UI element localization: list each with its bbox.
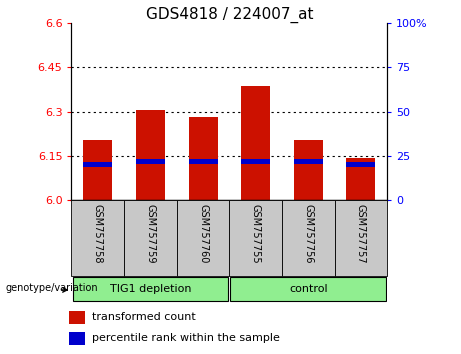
Bar bbox=[282, 200, 335, 276]
Text: GSM757757: GSM757757 bbox=[356, 204, 366, 263]
Text: genotype/variation: genotype/variation bbox=[6, 283, 98, 293]
Text: control: control bbox=[289, 284, 328, 295]
Bar bbox=[177, 200, 229, 276]
Bar bbox=[189, 116, 218, 200]
Text: GSM757755: GSM757755 bbox=[251, 204, 260, 263]
Text: percentile rank within the sample: percentile rank within the sample bbox=[92, 333, 280, 343]
Bar bbox=[347, 162, 375, 167]
Bar bbox=[136, 110, 165, 200]
Bar bbox=[241, 86, 270, 200]
Title: GDS4818 / 224007_at: GDS4818 / 224007_at bbox=[146, 7, 313, 23]
Bar bbox=[70, 332, 85, 345]
Bar bbox=[124, 200, 177, 276]
Text: GSM757760: GSM757760 bbox=[198, 204, 208, 263]
Bar bbox=[241, 159, 270, 164]
Text: GSM757759: GSM757759 bbox=[145, 204, 155, 263]
Bar bbox=[294, 139, 323, 200]
Bar bbox=[71, 200, 124, 276]
Bar bbox=[294, 159, 323, 164]
Bar bbox=[70, 311, 85, 324]
Bar bbox=[189, 159, 218, 164]
Bar bbox=[136, 159, 165, 164]
Bar bbox=[83, 162, 112, 167]
Bar bbox=[72, 278, 228, 301]
Bar bbox=[230, 278, 386, 301]
Text: TIG1 depletion: TIG1 depletion bbox=[110, 284, 191, 295]
Text: GSM757758: GSM757758 bbox=[93, 204, 103, 263]
Bar bbox=[229, 200, 282, 276]
Bar bbox=[83, 139, 112, 200]
Bar bbox=[335, 200, 387, 276]
Text: transformed count: transformed count bbox=[92, 312, 195, 322]
Text: GSM757756: GSM757756 bbox=[303, 204, 313, 263]
Bar bbox=[347, 158, 375, 200]
